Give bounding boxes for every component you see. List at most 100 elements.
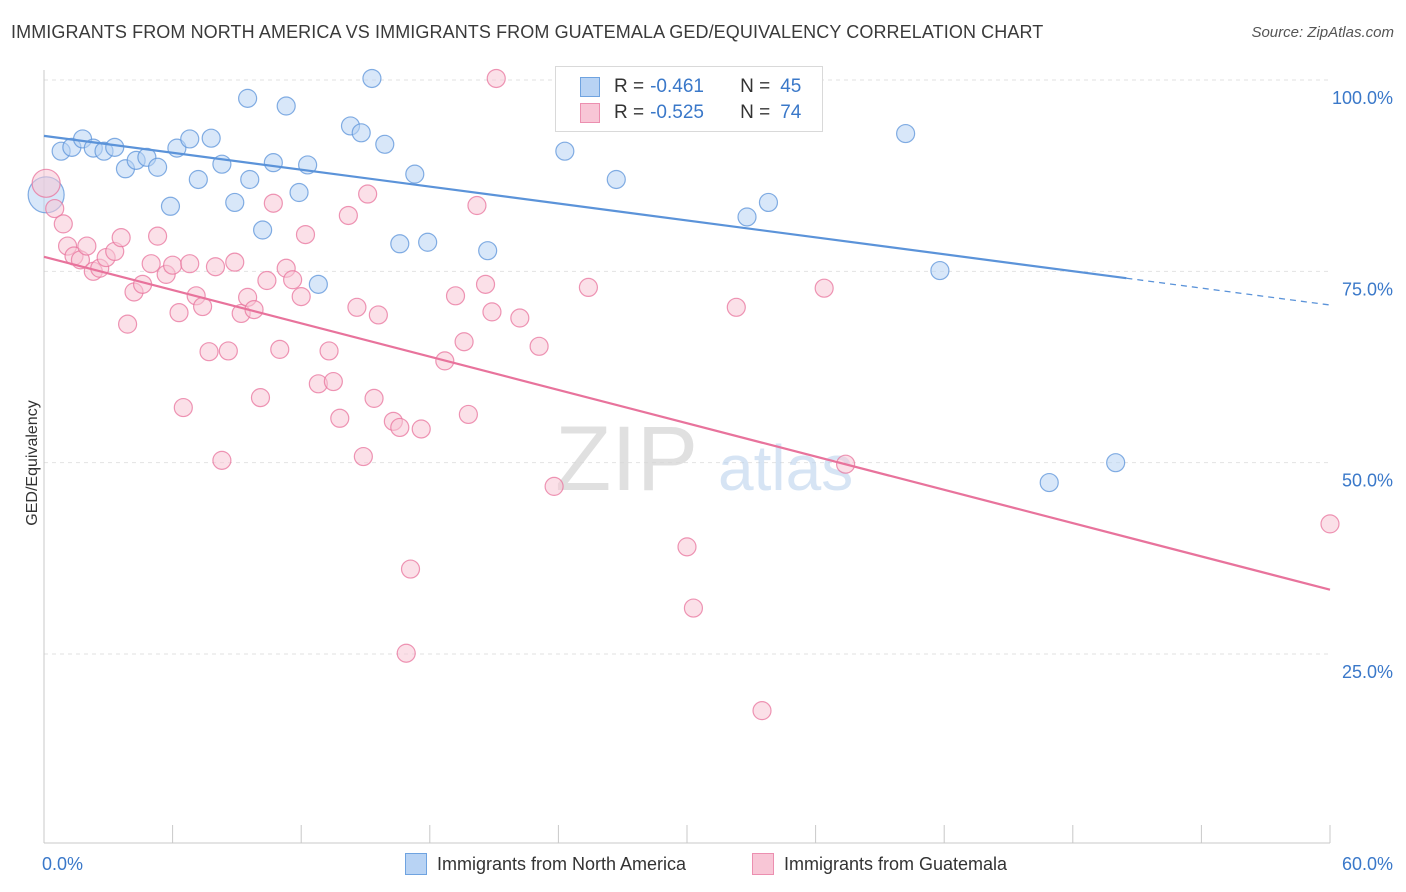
point-north-america: [105, 137, 125, 157]
point-north-america: [160, 196, 181, 216]
point-north-america: [276, 96, 296, 116]
point-guatemala: [330, 408, 350, 428]
point-guatemala: [53, 214, 73, 234]
point-guatemala: [467, 195, 487, 216]
legend-n-value: 45: [780, 76, 802, 97]
point-north-america: [930, 260, 950, 281]
point-guatemala: [482, 302, 502, 322]
point-guatemala: [319, 341, 339, 361]
watermark: ZIP atlas: [555, 408, 853, 510]
point-guatemala: [677, 537, 697, 557]
point-guatemala: [205, 257, 226, 277]
point-guatemala: [45, 198, 65, 219]
point-guatemala: [163, 255, 183, 275]
point-guatemala: [400, 559, 421, 579]
legend-r-label: R =: [614, 102, 645, 123]
point-north-america: [1039, 472, 1059, 493]
point-guatemala: [218, 341, 238, 361]
point-guatemala: [445, 286, 466, 306]
point-north-america: [147, 157, 168, 177]
tick-labels: 100.0% 75.0% 50.0% 25.0% 0.0% 60.0%: [42, 88, 1393, 874]
legend-n-label: N =: [740, 102, 771, 123]
point-guatemala: [454, 332, 474, 352]
point-guatemala: [263, 193, 283, 213]
point-guatemala: [295, 224, 316, 245]
point-guatemala: [291, 286, 311, 307]
series-legend-north-america: Immigrants from North America: [405, 851, 686, 877]
point-guatemala: [338, 205, 358, 226]
point-guatemala: [1320, 514, 1340, 534]
point-guatemala: [752, 701, 772, 721]
point-guatemala: [199, 342, 219, 362]
point-guatemala: [270, 339, 290, 359]
point-north-america: [289, 182, 309, 203]
point-guatemala: [458, 404, 478, 425]
source-note: Source: ZipAtlas.com: [1251, 24, 1394, 41]
watermark-zip: ZIP: [555, 408, 698, 510]
point-guatemala: [117, 314, 138, 334]
legend-r-value: -0.461: [650, 76, 704, 97]
point-guatemala: [353, 446, 373, 467]
point-north-america: [405, 164, 425, 184]
point-guatemala: [578, 277, 599, 298]
point-guatemala: [111, 228, 131, 248]
legend-swatch-north-america: [580, 77, 600, 97]
point-guatemala: [510, 308, 530, 328]
legend-r-label: R =: [614, 76, 645, 97]
trend-extension-north-america: [1126, 277, 1331, 306]
point-guatemala: [212, 450, 232, 470]
point-guatemala: [225, 252, 245, 272]
point-guatemala: [390, 417, 410, 438]
y-axis-label: GED/Equivalency: [24, 400, 41, 525]
series-label-north-america: Immigrants from North America: [437, 853, 687, 874]
chart-title: IMMIGRANTS FROM NORTH AMERICA VS IMMIGRA…: [11, 22, 1044, 42]
point-guatemala: [814, 278, 834, 298]
y-tick-label: 25.0%: [1342, 662, 1393, 682]
series-legend-guatemala: Immigrants from Guatemala: [752, 851, 1007, 877]
point-guatemala: [475, 274, 496, 294]
point-guatemala: [323, 371, 343, 392]
gridlines: [44, 79, 1330, 655]
series-swatch-north-america: [405, 853, 427, 875]
point-north-america: [896, 123, 916, 144]
y-tick-label: 50.0%: [1342, 471, 1393, 491]
y-tick-label: 75.0%: [1342, 279, 1393, 299]
point-guatemala: [173, 397, 193, 418]
point-guatemala: [486, 68, 506, 89]
point-north-america: [362, 68, 382, 89]
data-points: [27, 68, 1340, 721]
point-guatemala: [141, 254, 161, 274]
legend-n-label: N =: [740, 76, 771, 97]
point-north-america: [555, 141, 575, 161]
series-label-guatemala: Immigrants from Guatemala: [784, 853, 1008, 874]
legend-n-value: 74: [780, 102, 802, 123]
point-north-america: [201, 128, 221, 148]
point-guatemala: [683, 598, 704, 618]
legend-row-guatemala: R = -0.525 N = 74: [556, 99, 822, 127]
point-north-america: [418, 232, 438, 252]
point-guatemala: [77, 236, 97, 256]
point-north-america: [225, 192, 245, 213]
point-guatemala: [180, 254, 200, 274]
point-north-america: [758, 192, 779, 213]
point-north-america: [240, 169, 260, 190]
point-north-america: [188, 169, 208, 190]
point-north-america: [478, 241, 498, 261]
correlation-legend: R = -0.461 N = 45 R = -0.525 N = 74: [555, 66, 823, 132]
point-guatemala: [283, 270, 303, 290]
legend-r-value: -0.525: [650, 102, 704, 123]
point-guatemala: [411, 419, 431, 439]
x-tick-label-max: 60.0%: [1342, 854, 1393, 874]
point-guatemala: [368, 305, 388, 325]
trend-lines: [43, 134, 1331, 591]
point-guatemala: [726, 297, 746, 317]
point-north-america: [253, 220, 273, 240]
point-guatemala: [250, 388, 271, 408]
watermark-atlas: atlas: [718, 432, 853, 504]
point-north-america: [180, 129, 200, 149]
point-north-america: [390, 234, 410, 254]
point-guatemala: [347, 297, 367, 317]
point-north-america: [606, 169, 626, 190]
legend-row-north-america: R = -0.461 N = 45: [556, 73, 822, 101]
